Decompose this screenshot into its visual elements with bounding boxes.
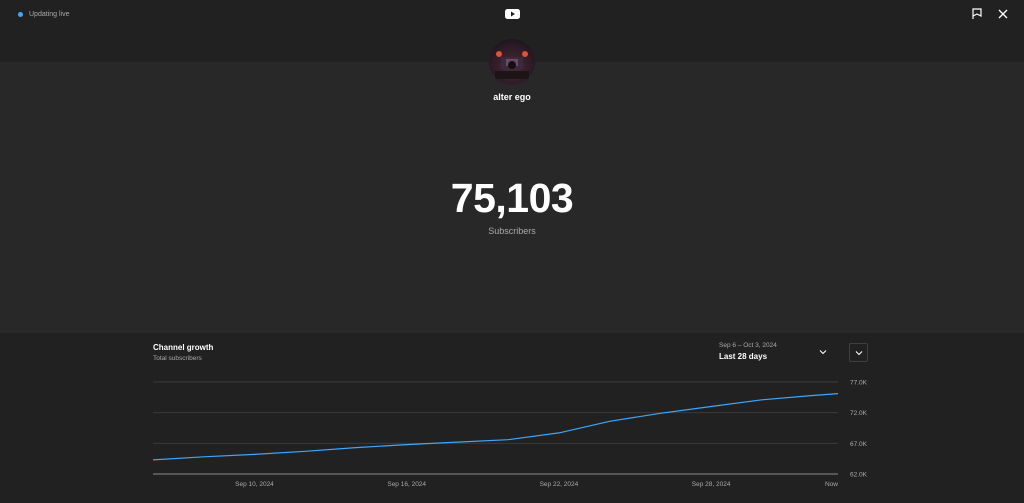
channel-growth-title: Channel growth <box>153 343 214 352</box>
x-tick-label: Sep 22, 2024 <box>540 481 579 488</box>
data-point <box>609 421 610 422</box>
subscriber-count: 75,103 <box>450 175 574 221</box>
y-tick-label: 67.0K <box>850 441 868 448</box>
chevron-down-icon <box>855 350 862 355</box>
x-tick-label: Sep 16, 2024 <box>387 481 426 488</box>
data-point <box>660 413 661 414</box>
data-point <box>152 459 153 460</box>
data-point <box>305 451 306 452</box>
data-point <box>711 406 712 407</box>
date-range-label[interactable]: Last 28 days <box>719 352 768 361</box>
channel-avatar <box>489 39 535 85</box>
live-dot-icon <box>18 11 23 17</box>
youtube-logo-icon <box>505 9 520 19</box>
y-tick-label: 72.0K <box>850 410 868 417</box>
data-point <box>254 454 255 455</box>
x-tick-label: Now <box>825 481 838 488</box>
chevron-down-icon[interactable] <box>818 347 828 357</box>
data-point <box>457 442 458 443</box>
subscriber-label: Subscribers <box>488 226 536 236</box>
y-tick-label: 77.0K <box>850 380 868 387</box>
date-range-text[interactable]: Sep 6 – Oct 3, 2024 <box>719 342 777 349</box>
x-tick-label: Sep 10, 2024 <box>235 481 274 488</box>
close-icon[interactable] <box>997 8 1009 20</box>
channel-growth-subtitle: Total subscribers <box>153 355 202 362</box>
data-point <box>203 456 204 457</box>
x-tick-label: Sep 28, 2024 <box>692 481 731 488</box>
data-point <box>355 447 356 448</box>
data-point <box>761 399 762 400</box>
expand-chart-button[interactable] <box>849 343 868 362</box>
subscriber-series-line <box>152 393 839 461</box>
data-point <box>406 444 407 445</box>
data-point <box>812 395 813 396</box>
data-point <box>508 439 509 440</box>
data-point <box>558 432 559 433</box>
subscriber-growth-chart: 77.0K 72.0K 67.0K 62.0K Sep 10, 2024 Sep 16, … <box>152 380 868 488</box>
flag-icon[interactable] <box>971 8 983 20</box>
live-status: Updating live <box>18 9 69 19</box>
channel-name: alter ego <box>493 92 531 102</box>
y-tick-label: 62.0K <box>850 472 868 479</box>
data-point <box>837 393 838 394</box>
live-status-text: Updating live <box>29 10 70 18</box>
